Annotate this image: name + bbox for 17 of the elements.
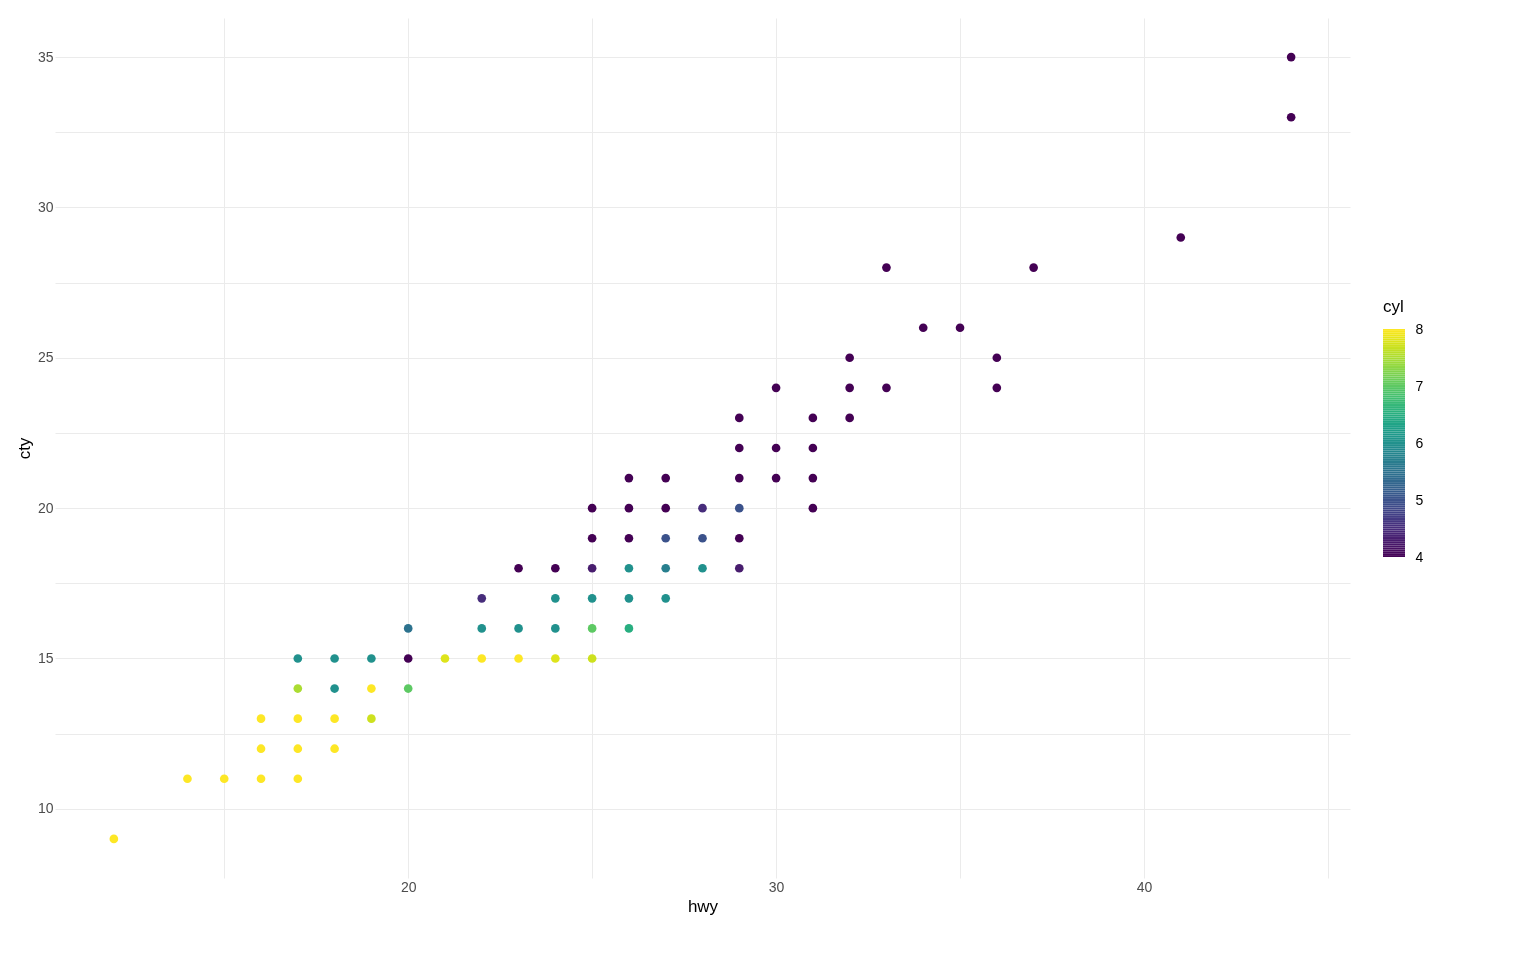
y-tick-label: 15 <box>37 649 54 666</box>
color-bar-label: 6 <box>1415 434 1424 451</box>
color-bar-label: 8 <box>1415 320 1424 337</box>
x-axis-title: hwy <box>687 896 719 916</box>
y-tick-label: 35 <box>37 48 54 65</box>
y-tick-label: 20 <box>37 499 54 516</box>
y-axis-title: cty <box>14 437 34 460</box>
legend-title: cyl <box>1383 297 1404 316</box>
color-bar-label: 4 <box>1415 548 1424 565</box>
y-tick-label: 10 <box>37 800 54 817</box>
y-tick-label: 25 <box>37 349 54 366</box>
x-tick-label: 20 <box>400 878 417 895</box>
x-tick-label: 30 <box>768 878 785 895</box>
y-tick-label: 30 <box>37 198 54 215</box>
x-tick-label: 40 <box>1136 878 1153 895</box>
color-bar-label: 7 <box>1415 377 1424 394</box>
color-bar-label: 5 <box>1415 491 1424 508</box>
